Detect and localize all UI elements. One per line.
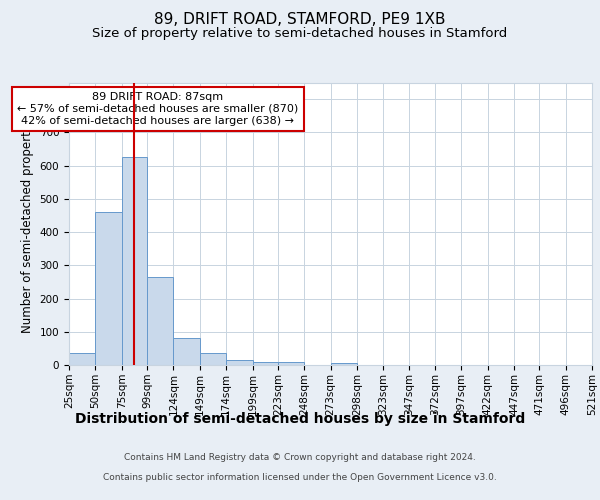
Bar — [122, 158, 147, 365]
Bar — [226, 360, 253, 365]
Bar — [69, 352, 95, 365]
Text: 89 DRIFT ROAD: 87sqm
← 57% of semi-detached houses are smaller (870)
42% of semi: 89 DRIFT ROAD: 87sqm ← 57% of semi-detac… — [17, 92, 299, 126]
Text: Size of property relative to semi-detached houses in Stamford: Size of property relative to semi-detach… — [92, 28, 508, 40]
Text: 89, DRIFT ROAD, STAMFORD, PE9 1XB: 89, DRIFT ROAD, STAMFORD, PE9 1XB — [154, 12, 446, 28]
Text: Distribution of semi-detached houses by size in Stamford: Distribution of semi-detached houses by … — [75, 412, 525, 426]
Bar — [200, 354, 226, 365]
Bar — [331, 362, 357, 365]
Bar — [173, 338, 200, 365]
Text: Contains HM Land Registry data © Crown copyright and database right 2024.: Contains HM Land Registry data © Crown c… — [124, 452, 476, 462]
Bar — [253, 362, 278, 365]
Y-axis label: Number of semi-detached properties: Number of semi-detached properties — [21, 114, 34, 333]
Text: Contains public sector information licensed under the Open Government Licence v3: Contains public sector information licen… — [103, 472, 497, 482]
Bar — [147, 277, 173, 365]
Bar — [278, 362, 304, 365]
Bar — [95, 212, 122, 365]
